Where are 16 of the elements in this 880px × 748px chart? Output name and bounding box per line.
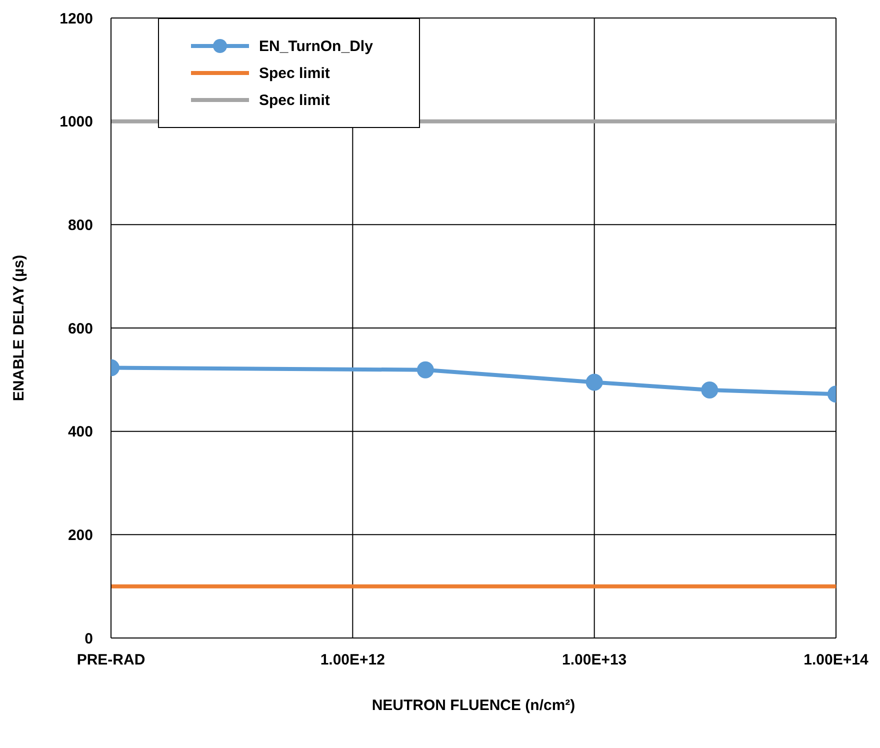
y-tick-label: 200 [68, 526, 93, 544]
legend-label: Spec limit [259, 64, 330, 82]
x-tick-label: PRE-RAD [76, 652, 146, 669]
y-axis-title: ENABLE DELAY (µs) [10, 254, 28, 402]
y-tick-label: 800 [68, 216, 93, 234]
x-tick-label: 1.00E+13 [562, 652, 627, 669]
y-tick-label: 600 [68, 320, 93, 338]
legend-label: EN_TurnOn_Dly [259, 38, 373, 54]
y-tick-label: 400 [68, 424, 93, 441]
y-tick-label: 1000 [60, 114, 93, 131]
y-tick-label: 1200 [60, 10, 93, 28]
y-tick-label: 0 [84, 630, 93, 648]
x-axis-title: NEUTRON FLUENCE (n/cm²) [372, 697, 576, 714]
x-tick-label: 1.00E+12 [320, 652, 385, 669]
legend-label: Spec limit [259, 92, 330, 108]
x-tick-label: 1.00E+14 [804, 652, 869, 669]
